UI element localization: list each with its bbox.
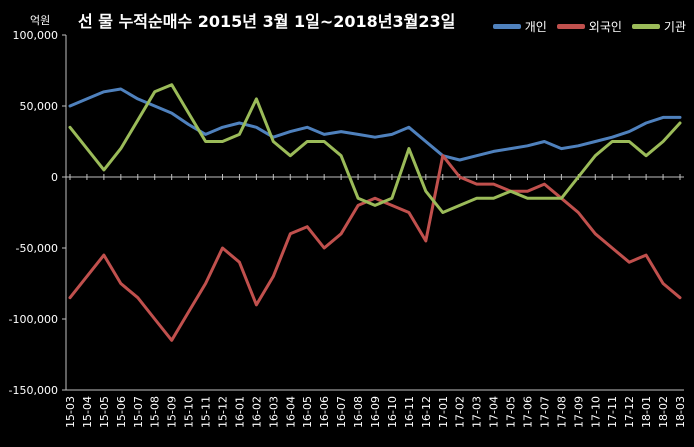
x-tick-label: 15-09 bbox=[166, 396, 179, 428]
x-tick-label: 18-03 bbox=[674, 396, 687, 428]
x-tick-label: 16-08 bbox=[352, 396, 365, 428]
y-axis: 100,000 50,000 0 -50,000 -100,000 -150,000 bbox=[9, 29, 67, 397]
x-tick-label: 15-05 bbox=[98, 396, 111, 428]
x-tick-label: 17-12 bbox=[623, 396, 636, 428]
x-tick-label: 17-11 bbox=[606, 396, 619, 428]
legend-swatch-foreign bbox=[556, 24, 585, 29]
x-tick-label: 16-07 bbox=[335, 396, 348, 428]
y-tick-label: -150,000 bbox=[9, 384, 58, 397]
x-tick-label: 16-04 bbox=[284, 396, 297, 428]
series-line-individual bbox=[68, 87, 682, 162]
y-tick-label: 100,000 bbox=[13, 29, 59, 42]
x-tick-label: 15-10 bbox=[183, 396, 196, 428]
legend-item-institution: 기관 bbox=[631, 18, 686, 35]
y-tick-label: 0 bbox=[51, 171, 58, 184]
series-layer bbox=[68, 83, 682, 342]
legend-swatch-institution bbox=[631, 24, 660, 29]
x-tick-label: 17-01 bbox=[437, 396, 450, 428]
legend-label-institution: 기관 bbox=[663, 20, 686, 34]
legend-label-foreign: 외국인 bbox=[588, 20, 622, 34]
x-tick-label: 17-10 bbox=[589, 396, 602, 428]
x-tick-label: 15-08 bbox=[149, 396, 162, 428]
x-tick-label: 17-04 bbox=[488, 396, 501, 428]
legend-item-foreign: 외국인 bbox=[556, 18, 622, 35]
chart-title: 선 물 누적순매수 2015년 3월 1일~2018년3월23일 bbox=[78, 12, 456, 31]
y-tick-label: -50,000 bbox=[16, 242, 58, 255]
y-tick-label: 50,000 bbox=[20, 100, 59, 113]
x-tick-label: 16-05 bbox=[301, 396, 314, 428]
x-tick-label: 17-05 bbox=[505, 396, 518, 428]
x-tick-label: 15-11 bbox=[200, 396, 213, 428]
x-tick-label: 16-02 bbox=[250, 396, 263, 428]
x-tick-label: 18-02 bbox=[657, 396, 670, 428]
x-tick-label: 17-06 bbox=[522, 396, 535, 428]
x-tick-label: 16-03 bbox=[267, 396, 280, 428]
x-tick-label: 17-03 bbox=[471, 396, 484, 428]
x-tick-label: 16-10 bbox=[386, 396, 399, 428]
x-tick-label: 16-11 bbox=[403, 396, 416, 428]
series-line-foreign bbox=[68, 154, 682, 342]
legend: 개인 외국인 기관 bbox=[492, 18, 686, 35]
x-tick-label: 16-09 bbox=[369, 396, 382, 428]
x-tick-label: 17-08 bbox=[555, 396, 568, 428]
legend-label-individual: 개인 bbox=[524, 20, 547, 34]
series-line-institution bbox=[68, 83, 682, 214]
legend-item-individual: 개인 bbox=[492, 18, 547, 35]
x-tick-label: 15-03 bbox=[64, 396, 77, 428]
x-tick-label: 16-06 bbox=[318, 396, 331, 428]
x-tick-label: 15-12 bbox=[217, 396, 230, 428]
x-tick-label: 16-01 bbox=[233, 396, 246, 428]
x-tick-label: 17-07 bbox=[538, 396, 551, 428]
x-tick-label: 16-12 bbox=[420, 396, 433, 428]
x-tick-label: 18-01 bbox=[640, 396, 653, 428]
x-tick-label: 15-06 bbox=[115, 396, 128, 428]
x-tick-label: 17-09 bbox=[572, 396, 585, 428]
y-tick-label: -100,000 bbox=[9, 313, 58, 326]
legend-swatch-individual bbox=[492, 24, 521, 29]
x-axis: 15-03 15-04 15-05 15-06 15-07 15-08 15-09 15-10… bbox=[64, 174, 687, 428]
x-tick-label: 15-04 bbox=[81, 396, 94, 428]
x-tick-label: 17-02 bbox=[454, 396, 467, 428]
x-tick-label: 15-07 bbox=[132, 396, 145, 428]
y-axis-unit-label: 억원 bbox=[30, 14, 51, 27]
